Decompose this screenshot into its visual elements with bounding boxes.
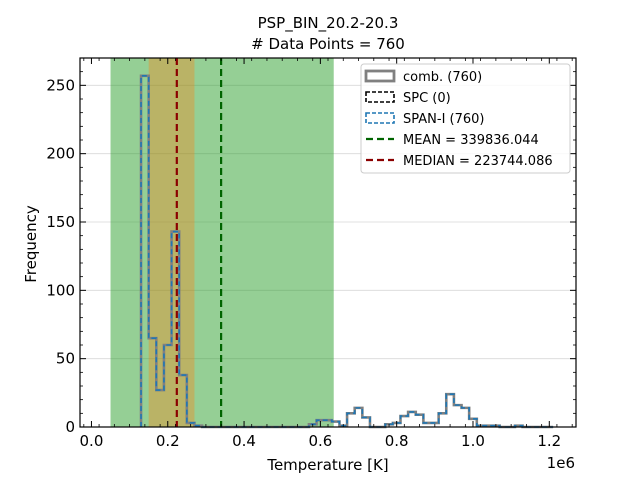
legend-item-median: MEDIAN = 223744.086 [366,154,553,169]
legend-swatch [365,112,395,124]
x-tick-label: 0.0 [80,432,104,450]
x-tick-label: 0.8 [385,432,409,450]
legend: comb. (760) SPC (0) SPAN-I (760) MEAN = 339… [360,63,571,174]
legend-item-comb: comb. (760) [364,69,482,85]
x-tick-label: 0.4 [232,432,256,450]
x-tick-label: 1.0 [461,432,485,450]
legend-item-span-i: SPAN-I (760) [365,112,485,127]
legend-label: SPC (0) [403,91,451,106]
legend-swatch [364,69,396,83]
legend-box [360,63,571,174]
y-tick-label: 50 [56,350,75,368]
y-tick-label: 100 [46,281,75,299]
x-axis-label: Temperature [K] [266,456,388,474]
x-tick-label: 0.2 [156,432,180,450]
y-tick-label: 200 [46,145,75,163]
y-tick-label: 0 [65,418,75,436]
y-tick-label: 250 [46,76,75,94]
histogram-span-i-outline [140,74,554,428]
y-axis-label: Frequency [22,205,40,283]
y-tick-label: 150 [46,213,75,231]
legend-item-spc: SPC (0) [365,91,451,106]
legend-label: SPAN-I (760) [403,112,485,127]
chart-subtitle: # Data Points = 760 [251,35,405,53]
legend-label: MEDIAN = 223744.086 [403,154,553,169]
legend-label: MEAN = 339836.044 [403,133,539,148]
x-tick-label: 1.2 [537,432,561,450]
chart-title: PSP_BIN_20.2-20.3 [258,14,399,33]
x-axis-offset-label: 1e6 [547,454,575,472]
legend-item-mean: MEAN = 339836.044 [366,133,539,148]
legend-label: comb. (760) [403,70,482,85]
legend-swatch [365,91,395,103]
x-tick-label: 0.6 [308,432,332,450]
